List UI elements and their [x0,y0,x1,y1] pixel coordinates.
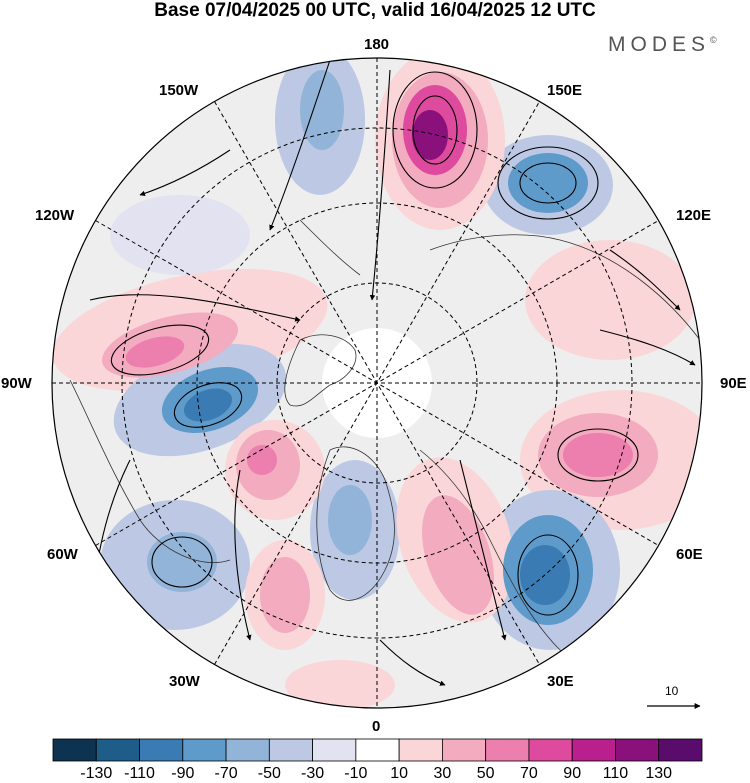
label-150w: 150W [159,82,199,99]
cyclone-kamchatka-outer [497,146,599,220]
positive-band-south [285,660,395,708]
map-boundary [51,57,703,709]
colorbar-swatch [312,738,357,762]
colorbar-tick-label: 70 [520,765,538,782]
colorbar-swatch [398,738,443,762]
streamline-6 [599,329,696,366]
cyclone-canada [173,382,243,428]
colorbar-swatch [225,738,270,762]
streamline-1 [89,294,301,322]
colorbar-swatch [268,738,314,762]
colorbar-tick-label: 130 [645,765,673,782]
colorbar-swatch [355,738,400,762]
positive-peak-atlantic [125,336,185,368]
positive-peak-baffin [247,445,277,475]
meridian-30w-150e [214,101,540,665]
streamline-8 [139,149,231,197]
anticyclone-asia [557,428,639,482]
label-60w: 60W [47,546,78,563]
colorbar [52,738,703,762]
coastline-siberia [429,234,701,341]
negative-core-greenland [328,485,372,555]
label-120e: 120E [676,207,712,224]
streamline-5 [234,469,252,641]
colorbar-tick-label: 30 [433,765,452,782]
positive-peak-asia [563,433,633,477]
coastline-alaska [299,219,361,276]
colorbar-tick-label: 10 [390,765,409,782]
cyclone-atlantic [151,536,213,588]
positive-core-iceland [260,557,310,633]
label-180: 180 [364,36,390,53]
label-120w: 120W [35,207,75,224]
anticyclone-bering-outer [392,71,478,189]
parallel-middle [196,202,558,564]
cyclone-kamchatka [519,162,577,204]
colorbar-swatch [571,738,616,762]
anomaly-field [52,58,702,708]
positive-band-siberia [525,240,695,360]
negative-core-kamchatka [508,153,588,213]
coastline-greenland [316,446,395,601]
streamline-9 [609,249,681,311]
label-90w: 90W [1,375,32,392]
colorbar-tick-label: 110 [602,765,629,782]
copyright-mark: © [710,35,717,45]
colorbar-swatch [139,738,184,762]
label-60e: 60E [676,546,703,563]
negative-core-beaufort [300,70,344,150]
colorbar-tick-label: -30 [301,765,325,782]
cyclone-europe [517,534,579,616]
colorbar-tick-label: 90 [563,765,582,782]
streamline-2 [369,69,391,301]
colorbar-tick-label: 50 [476,765,495,782]
negative-core-atlantic [147,532,217,592]
graticule [52,58,702,708]
reference-vector-label: 10 [665,684,679,698]
streamline-4 [459,459,507,641]
anticyclone-bering [412,95,458,165]
coastline-canadian-archipelago [284,334,357,407]
modes-logo: MODES© [608,33,717,57]
streamline-3 [269,59,331,231]
colorbar-swatch [658,738,703,762]
label-150e: 150E [547,82,583,99]
colorbar-swatch [528,738,573,762]
colorbar-tick-label: -50 [257,765,281,782]
parallel-outer [121,127,633,639]
colorbar-tick-label: -10 [344,765,368,782]
colorbar-swatch [182,738,227,762]
colorbar-tick-label: -130 [80,765,113,782]
label-90e: 90E [720,375,747,392]
positive-max-bering [412,110,448,160]
colorbar-swatch [441,738,487,762]
negative-band-pacific [110,195,250,275]
colorbar-swatch [52,738,97,762]
map-title: Base 07/04/2025 00 UTC, valid 16/04/2025… [154,0,596,21]
anticyclone-atlantic [110,324,210,376]
label-0: 0 [372,718,381,735]
colorbar-tick-label: -90 [171,765,195,782]
colorbar-tick-label: -110 [124,765,155,782]
colorbar-swatch [615,738,660,762]
parallel-inner [276,282,478,484]
streamline-10 [379,639,446,686]
colorbar-swatch [95,738,140,762]
colorbar-tick-label: -70 [214,765,238,782]
label-30w: 30W [169,673,200,690]
brand-name: MODES [608,33,711,56]
colorbar-swatch [485,738,530,762]
negative-peak-canada [183,388,233,422]
label-30e: 30E [547,673,574,690]
